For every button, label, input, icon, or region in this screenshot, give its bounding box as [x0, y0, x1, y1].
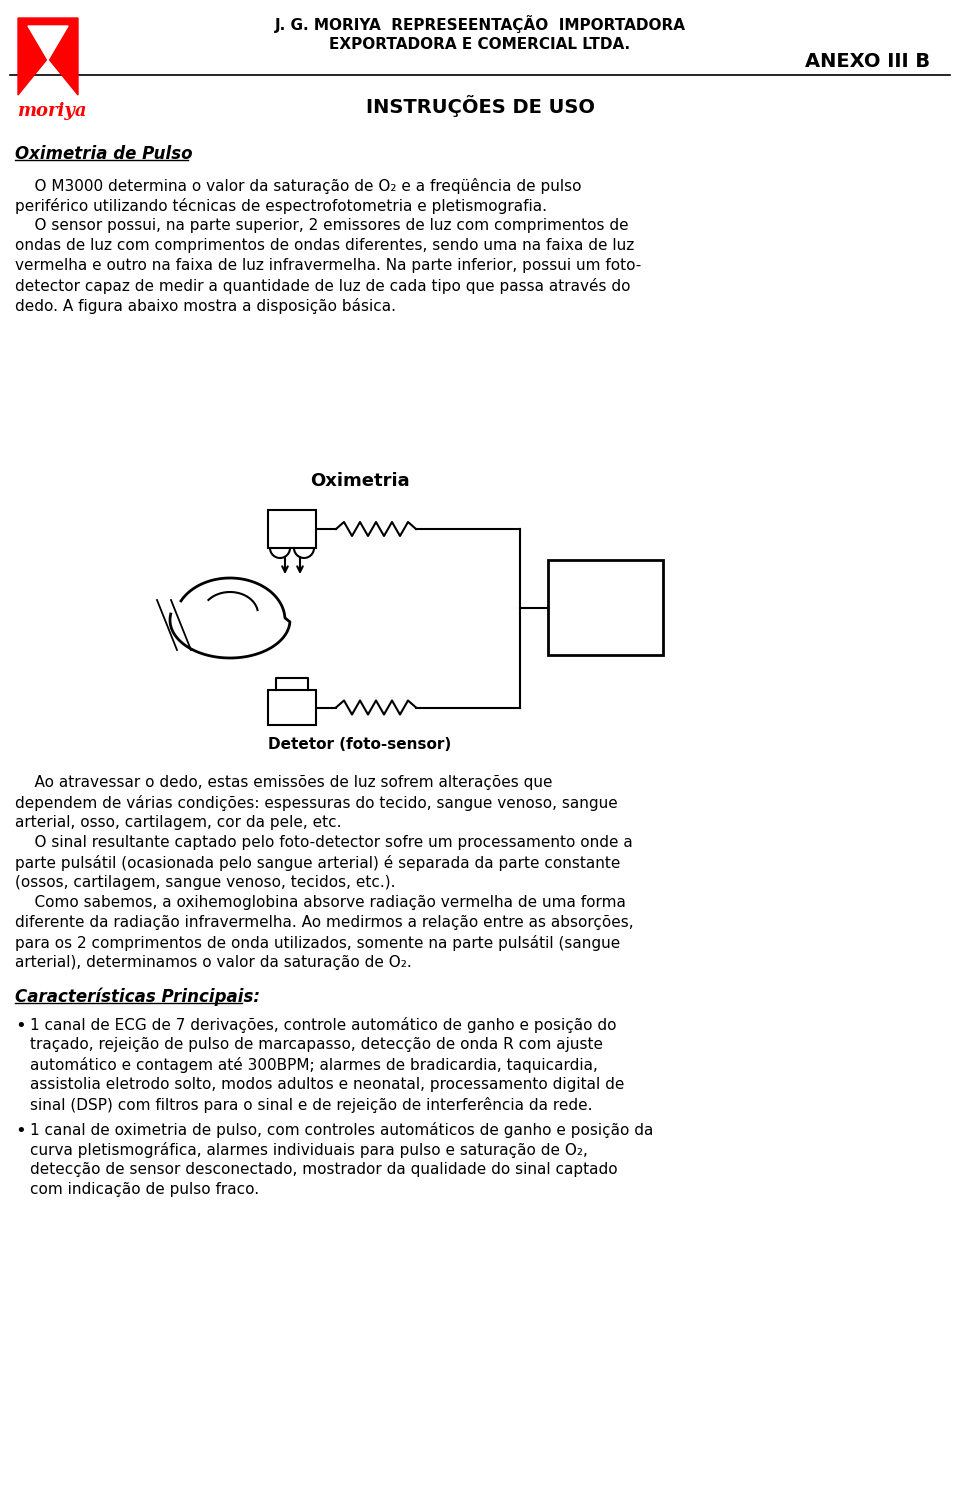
Text: INSTRUÇÕES DE USO: INSTRUÇÕES DE USO	[366, 95, 594, 117]
Text: J. G. MORIYA  REPRESEENTAÇÃO  IMPORTADORA: J. G. MORIYA REPRESEENTAÇÃO IMPORTADORA	[275, 15, 685, 33]
Text: periférico utilizando técnicas de espectrofotometria e pletismografia.: periférico utilizando técnicas de espect…	[15, 197, 547, 214]
Text: automático e contagem até 300BPM; alarmes de bradicardia, taquicardia,: automático e contagem até 300BPM; alarme…	[30, 1057, 598, 1072]
Text: diferente da radiação infravermelha. Ao medirmos a relação entre as absorções,: diferente da radiação infravermelha. Ao …	[15, 916, 634, 931]
Text: detector capaz de medir a quantidade de luz de cada tipo que passa através do: detector capaz de medir a quantidade de …	[15, 279, 631, 294]
FancyBboxPatch shape	[268, 690, 316, 724]
Text: Oximetria: Oximetria	[310, 471, 410, 489]
Text: •: •	[15, 1122, 26, 1140]
Text: com indicação de pulso fraco.: com indicação de pulso fraco.	[30, 1182, 259, 1197]
Text: dedo. A figura abaixo mostra a disposição básica.: dedo. A figura abaixo mostra a disposiçã…	[15, 298, 396, 313]
Text: O sensor possui, na parte superior, 2 emissores de luz com comprimentos de: O sensor possui, na parte superior, 2 em…	[15, 218, 629, 233]
Text: 1 canal de oximetria de pulso, com controles automáticos de ganho e posição da: 1 canal de oximetria de pulso, com contr…	[30, 1122, 654, 1139]
Text: O M3000 determina o valor da saturação de O₂ e a freqüência de pulso: O M3000 determina o valor da saturação d…	[15, 178, 582, 194]
Text: para os 2 comprimentos de onda utilizados, somente na parte pulsátil (sangue: para os 2 comprimentos de onda utilizado…	[15, 935, 620, 950]
Text: ondas de luz com comprimentos de ondas diferentes, sendo uma na faixa de luz: ondas de luz com comprimentos de ondas d…	[15, 238, 635, 253]
Text: 1 canal de ECG de 7 derivações, controle automático de ganho e posição do: 1 canal de ECG de 7 derivações, controle…	[30, 1017, 616, 1033]
Text: vermelha e outro na faixa de luz infravermelha. Na parte inferior, possui um fot: vermelha e outro na faixa de luz infrave…	[15, 258, 641, 273]
Text: arterial, osso, cartilagem, cor da pele, etc.: arterial, osso, cartilagem, cor da pele,…	[15, 815, 342, 830]
Polygon shape	[18, 18, 78, 95]
Text: Detetor (foto-sensor): Detetor (foto-sensor)	[269, 736, 451, 751]
FancyBboxPatch shape	[268, 511, 316, 548]
Text: O sinal resultante captado pelo foto-detector sofre um processamento onde a: O sinal resultante captado pelo foto-det…	[15, 834, 633, 849]
Text: Como sabemos, a oxihemoglobina absorve radiação vermelha de uma forma: Como sabemos, a oxihemoglobina absorve r…	[15, 895, 626, 910]
Text: (ossos, cartilagem, sangue venoso, tecidos, etc.).: (ossos, cartilagem, sangue venoso, tecid…	[15, 875, 396, 890]
Text: arterial), determinamos o valor da saturação de O₂.: arterial), determinamos o valor da satur…	[15, 955, 412, 970]
Text: moriya: moriya	[18, 102, 87, 120]
Text: sinal (DSP) com filtros para o sinal e de rejeição de interferência da rede.: sinal (DSP) com filtros para o sinal e d…	[30, 1096, 592, 1113]
Text: curva pletismográfica, alarmes individuais para pulso e saturação de O₂,: curva pletismográfica, alarmes individua…	[30, 1142, 588, 1158]
Text: Características Principais:: Características Principais:	[15, 986, 260, 1006]
FancyBboxPatch shape	[548, 560, 663, 655]
Text: ANEXO III B: ANEXO III B	[804, 53, 930, 71]
Text: traçado, rejeição de pulso de marcapasso, detecção de onda R com ajuste: traçado, rejeição de pulso de marcapasso…	[30, 1038, 603, 1053]
Text: detecção de sensor desconectado, mostrador da qualidade do sinal captado: detecção de sensor desconectado, mostrad…	[30, 1163, 617, 1178]
Text: MONITOR: MONITOR	[568, 598, 643, 611]
Text: EXPORTADORA E COMERCIAL LTDA.: EXPORTADORA E COMERCIAL LTDA.	[329, 38, 631, 53]
Text: •: •	[15, 1017, 26, 1035]
Text: Oximetria de Pulso: Oximetria de Pulso	[15, 145, 193, 163]
Polygon shape	[28, 26, 68, 60]
Text: Ao atravessar o dedo, estas emissões de luz sofrem alterações que: Ao atravessar o dedo, estas emissões de …	[15, 776, 553, 791]
Text: parte pulsátil (ocasionada pelo sangue arterial) é separada da parte constante: parte pulsátil (ocasionada pelo sangue a…	[15, 855, 620, 870]
Text: dependem de várias condições: espessuras do tecido, sangue venoso, sangue: dependem de várias condições: espessuras…	[15, 795, 617, 812]
Text: assistolia eletrodo solto, modos adultos e neonatal, processamento digital de: assistolia eletrodo solto, modos adultos…	[30, 1077, 624, 1092]
